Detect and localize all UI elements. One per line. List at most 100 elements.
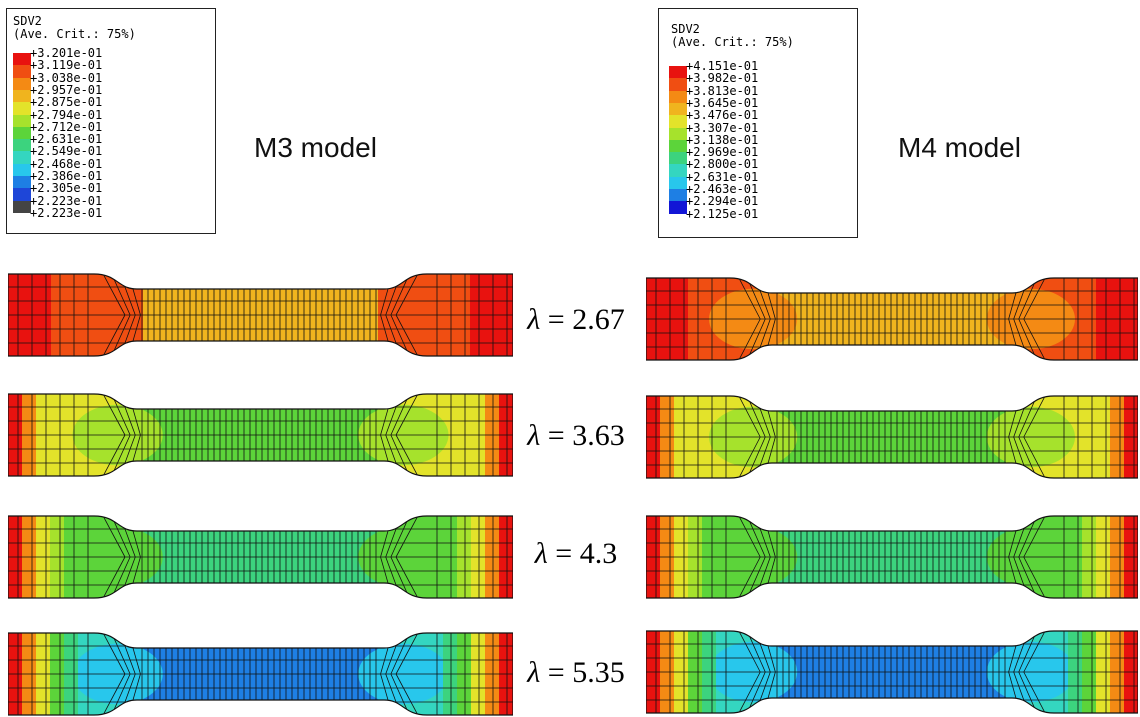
- mesh-line: [1023, 631, 1046, 673]
- legend-averaging: (Ave. Crit.: 75%): [671, 35, 794, 49]
- specimen-outline: [8, 273, 513, 357]
- legend-swatch: [13, 126, 31, 140]
- specimen-m4-2: [646, 395, 1138, 479]
- legend-swatch: [669, 115, 687, 128]
- mesh-line: [1023, 556, 1046, 598]
- stretch-label-2: λ = 3.63: [527, 419, 625, 452]
- legend-tick-label: +3.138e-01: [686, 132, 759, 147]
- specimen-m3-1: [8, 273, 513, 357]
- mesh-line: [1023, 671, 1046, 713]
- legend-swatch: [669, 189, 687, 202]
- legend-swatch: [13, 139, 31, 152]
- mesh-line: [395, 673, 419, 715]
- legend-swatch: [669, 78, 687, 91]
- mesh-line: [738, 516, 761, 558]
- legend-swatch: [13, 188, 31, 201]
- legend-swatch: [13, 77, 31, 91]
- legend-tick-label: +3.982e-01: [686, 71, 759, 86]
- mesh-line: [738, 278, 761, 320]
- specimen-outline: [8, 632, 513, 716]
- legend-swatch: [13, 114, 31, 128]
- legend-tick-label: +2.223e-01: [30, 193, 103, 208]
- mesh-line: [102, 394, 126, 436]
- legend-tick-label: +2.294e-01: [686, 194, 759, 209]
- mesh-line: [395, 633, 419, 675]
- mesh-line: [738, 318, 761, 360]
- mesh-line: [1023, 516, 1046, 558]
- legend-tick-label: +3.119e-01: [30, 58, 103, 73]
- mesh-line: [1023, 278, 1046, 320]
- mesh-line: [395, 394, 419, 436]
- legend-tick-label: +3.645e-01: [686, 95, 759, 110]
- mesh-line: [395, 274, 419, 316]
- legend-swatch: [13, 200, 31, 214]
- legend-tick-label: +2.712e-01: [30, 119, 103, 134]
- specimen-outline: [646, 277, 1138, 361]
- legend-swatch: [13, 102, 31, 115]
- stretch-label-3: λ = 4.3: [534, 537, 618, 570]
- mesh-line: [102, 633, 126, 675]
- mesh-line: [102, 274, 126, 316]
- legend-tick-label: +2.125e-01: [686, 206, 759, 221]
- mesh-line: [395, 556, 419, 598]
- legend-averaging: (Ave. Crit.: 75%): [13, 27, 136, 41]
- legend-tick-label: +3.476e-01: [686, 108, 759, 123]
- specimen-m4-4: [646, 630, 1138, 714]
- legend-tick-label: +2.631e-01: [686, 169, 759, 184]
- legend-swatch: [669, 201, 687, 214]
- legend-tick-label: +3.307e-01: [686, 120, 759, 135]
- legend-tick-label: +3.813e-01: [686, 83, 759, 98]
- mesh-line: [102, 314, 126, 356]
- legend-swatch: [669, 139, 687, 153]
- legend-swatch: [13, 89, 31, 103]
- model-title-m4: M4 model: [898, 132, 1021, 163]
- mesh-line: [102, 516, 126, 558]
- mesh-line: [738, 631, 761, 673]
- mesh-line: [102, 556, 126, 598]
- mesh-line: [738, 396, 761, 438]
- specimen-m4-1: [646, 277, 1138, 361]
- legend-m4: SDV2 (Ave. Crit.: 75%) +4.151e-01 +3.982e…: [658, 8, 858, 238]
- specimen-outline: [646, 630, 1138, 714]
- specimen-outline: [646, 515, 1138, 599]
- specimen-m3-2: [8, 393, 513, 477]
- mesh-line: [395, 314, 419, 356]
- legend-tick-label: +2.305e-01: [30, 181, 103, 196]
- legend-swatch: [669, 127, 687, 141]
- mesh-line: [102, 434, 126, 476]
- legend-swatch: [13, 53, 31, 66]
- legend-tick-label: +2.223e-01: [30, 205, 103, 220]
- legend-tick-label: +2.631e-01: [30, 132, 103, 147]
- legend-tick-label: +2.800e-01: [686, 157, 759, 172]
- mesh-line: [738, 671, 761, 713]
- legend-tick-label: +2.794e-01: [30, 107, 103, 122]
- legend-variable: SDV2: [13, 14, 42, 28]
- specimen-outline: [646, 395, 1138, 479]
- mesh-line: [738, 436, 761, 478]
- legend-tick-label: +4.151e-01: [686, 59, 759, 73]
- model-title-m3: M3 model: [254, 132, 377, 163]
- legend-tick-label: +3.201e-01: [30, 46, 103, 60]
- legend-tick-label: +2.468e-01: [30, 156, 103, 171]
- legend-tick-label: +2.957e-01: [30, 82, 103, 97]
- stretch-label-4: λ = 5.35: [527, 656, 625, 689]
- legend-swatch: [669, 176, 687, 190]
- legend-swatch: [669, 164, 687, 178]
- legend-tick-label: +2.549e-01: [30, 144, 103, 159]
- mesh-line: [1023, 396, 1046, 438]
- legend-variable: SDV2: [671, 22, 700, 36]
- legend-swatch: [669, 102, 687, 116]
- stretch-label-1: λ = 2.67: [527, 303, 625, 336]
- specimen-m3-4: [8, 632, 513, 716]
- legend-swatch: [669, 152, 687, 165]
- specimen-outline: [8, 515, 513, 599]
- legend-swatch: [669, 66, 687, 79]
- legend-swatch: [13, 151, 31, 165]
- specimen-m4-3: [646, 515, 1138, 599]
- specimen-outline: [8, 393, 513, 477]
- mesh-line: [738, 556, 761, 598]
- legend-swatch: [13, 176, 31, 189]
- mesh-line: [395, 516, 419, 558]
- legend-tick-label: +2.463e-01: [686, 182, 759, 196]
- legend-tick-label: +2.969e-01: [686, 145, 759, 160]
